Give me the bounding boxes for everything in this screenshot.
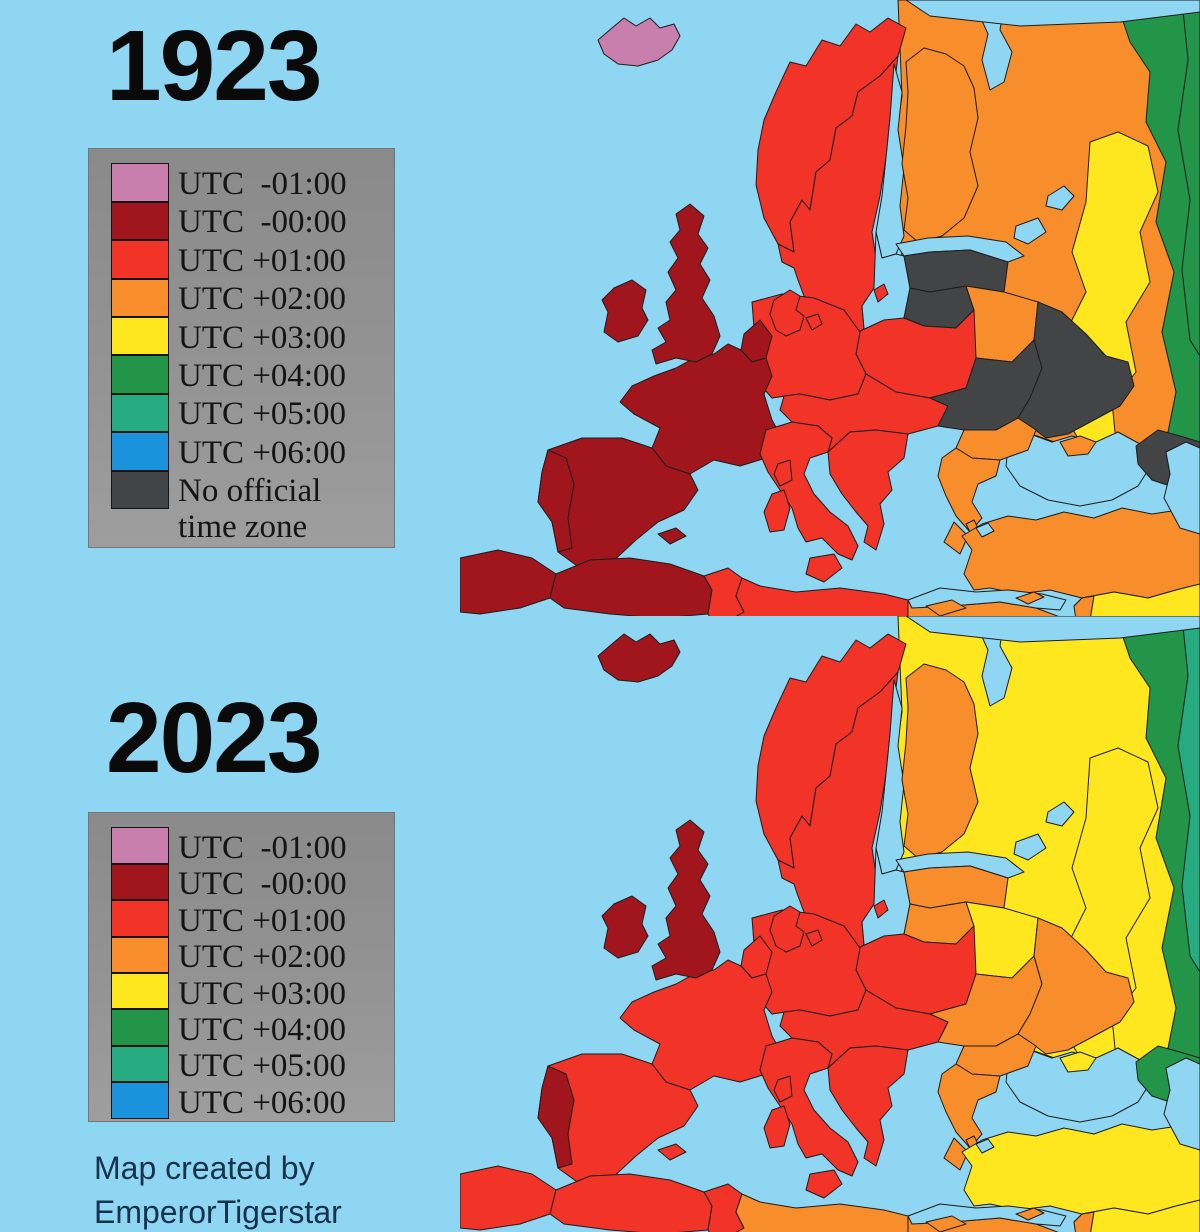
legend-label-p6: UTC +06:00 — [178, 1084, 347, 1121]
legend-row-m1: UTC -01:00 — [111, 163, 394, 203]
legend-label-p3: UTC +03:00 — [178, 975, 347, 1012]
legend-label-p4: UTC +04:00 — [178, 357, 347, 394]
credit-line-1: Map created by — [94, 1150, 315, 1186]
legend-label-p4: UTC +04:00 — [178, 1011, 347, 1048]
legend-swatch-p1 — [111, 240, 169, 279]
legend-label-p1: UTC +01:00 — [178, 902, 347, 939]
legend-row-p1: UTC +01:00 — [111, 900, 394, 939]
year-title-1923: 1923 — [106, 10, 322, 122]
legend-label-p2: UTC +02:00 — [178, 281, 347, 318]
legend-swatch-p4 — [111, 355, 169, 394]
legend-swatch-p5 — [111, 393, 169, 433]
legend-swatch-m1 — [111, 827, 169, 864]
legend-swatch-p4 — [111, 1009, 169, 1046]
legend-label-p5: UTC +05:00 — [178, 396, 347, 433]
legend-swatch-p6 — [111, 1082, 169, 1119]
legend-swatch-p1 — [111, 900, 169, 937]
legend-label-p1: UTC +01:00 — [178, 242, 347, 279]
legend-label-m1: UTC -01:00 — [178, 830, 347, 866]
legend-swatch-p3 — [111, 316, 169, 356]
legend-1923: UTC -01:00 UTC -00:00 UTC +01:00 UTC +02:00… — [88, 148, 395, 548]
legend-row-p4: UTC +04:00 — [111, 355, 394, 395]
legend-swatch-p5 — [111, 1045, 169, 1083]
legend-swatch-z0 — [111, 201, 169, 241]
legend-swatch-z0 — [111, 863, 169, 901]
year-title-2023: 2023 — [106, 682, 322, 794]
legend-row-m1: UTC -01:00 — [111, 827, 394, 866]
map-credit: Map created by EmperorTigerstar — [94, 1146, 342, 1232]
legend-row-p6: UTC +06:00 — [111, 432, 394, 472]
map-2023 — [460, 616, 1200, 1232]
legend-swatch-p2 — [111, 936, 169, 973]
credit-line-2: EmperorTigerstar — [94, 1194, 342, 1231]
legend-label-none: No official time zone — [178, 473, 322, 546]
legend-row-p5: UTC +05:00 — [111, 393, 394, 433]
legend-swatch-p3 — [111, 972, 169, 1010]
legend-swatch-none — [111, 470, 169, 509]
legend-row-z0: UTC -00:00 — [111, 863, 394, 903]
legend-row-none: No official time zone — [111, 470, 394, 545]
legend-row-z0: UTC -00:00 — [111, 201, 394, 241]
legend-swatch-p6 — [111, 432, 169, 471]
map-1923 — [460, 0, 1200, 616]
legend-row-p6: UTC +06:00 — [111, 1082, 394, 1121]
legend-label-p5: UTC +05:00 — [178, 1048, 347, 1085]
legend-label-p3: UTC +03:00 — [178, 319, 347, 356]
legend-row-p2: UTC +02:00 — [111, 278, 394, 318]
legend-swatch-m1 — [111, 163, 169, 202]
legend-label-z0: UTC -00:00 — [178, 204, 347, 241]
legend-row-p3: UTC +03:00 — [111, 316, 394, 357]
legend-label-p2: UTC +02:00 — [178, 939, 347, 976]
legend-label-z0: UTC -00:00 — [178, 866, 347, 903]
legend-row-p4: UTC +04:00 — [111, 1009, 394, 1048]
legend-swatch-p2 — [111, 278, 169, 317]
legend-label-m1: UTC -01:00 — [178, 166, 347, 202]
legend-row-p1: UTC +01:00 — [111, 240, 394, 280]
legend-row-p2: UTC +02:00 — [111, 936, 394, 976]
legend-row-p3: UTC +03:00 — [111, 972, 394, 1012]
legend-row-p5: UTC +05:00 — [111, 1045, 394, 1085]
legend-label-p6: UTC +06:00 — [178, 434, 347, 471]
legend-2023: UTC -01:00 UTC -00:00 UTC +01:00 UTC +02:00… — [88, 812, 395, 1122]
